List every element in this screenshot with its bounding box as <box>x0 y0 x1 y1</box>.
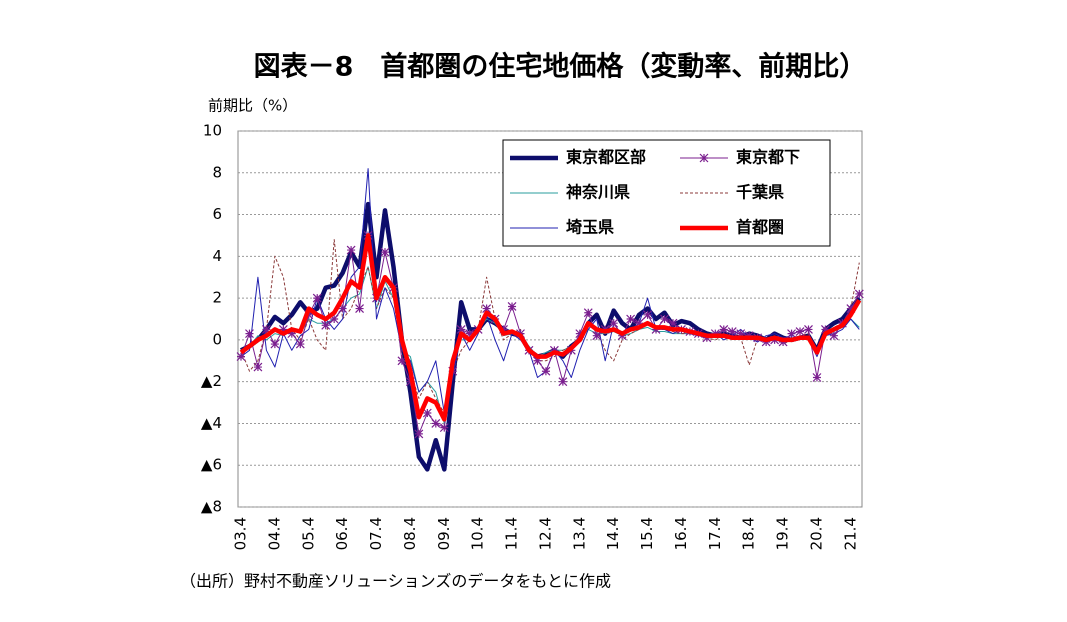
marker <box>668 318 678 328</box>
x-tick-label: 07.4 <box>367 517 385 550</box>
marker <box>465 329 475 339</box>
marker <box>821 325 830 334</box>
x-tick-label: 10.4 <box>469 517 487 550</box>
marker <box>575 329 585 339</box>
marker <box>787 329 796 339</box>
marker <box>346 245 356 255</box>
y-tick-label: 6 <box>212 205 222 223</box>
marker <box>482 304 492 313</box>
x-tick-label: 08.4 <box>401 517 419 550</box>
y-tick-label: 0 <box>212 330 222 348</box>
marker <box>583 308 593 318</box>
x-tick-label: 21.4 <box>841 517 859 550</box>
marker <box>854 289 864 299</box>
marker <box>699 153 709 163</box>
marker <box>829 331 839 341</box>
x-tick-label: 05.4 <box>299 517 317 550</box>
x-tick-label: 12.4 <box>536 517 554 550</box>
x-tick-label: 20.4 <box>807 517 825 550</box>
legend-label: 首都圏 <box>736 218 784 237</box>
x-tick-label: 03.4 <box>232 517 250 550</box>
marker <box>329 314 339 324</box>
x-tick-label: 11.4 <box>503 517 521 550</box>
y-tick-label: 8 <box>212 163 222 181</box>
x-tick-label: 14.4 <box>604 517 622 550</box>
legend-label: 千葉県 <box>736 183 784 202</box>
marker <box>397 356 407 366</box>
marker <box>592 331 602 341</box>
marker <box>312 293 322 303</box>
y-tick-label: 10 <box>203 122 222 140</box>
marker <box>422 408 432 418</box>
marker <box>236 352 246 362</box>
marker <box>812 373 822 382</box>
series-line <box>240 234 860 435</box>
marker <box>380 247 390 257</box>
marker <box>253 362 263 372</box>
marker <box>660 314 669 324</box>
marker <box>609 318 619 328</box>
x-tick-label: 19.4 <box>774 517 792 550</box>
marker <box>287 329 297 339</box>
y-tick-label: ▲2 <box>201 372 222 390</box>
y-tick-label: ▲6 <box>201 456 222 474</box>
marker <box>414 429 424 439</box>
marker <box>719 325 729 334</box>
series-line <box>239 233 862 422</box>
y-axis-label: 前期比（%） <box>208 97 297 115</box>
y-tick-label: ▲4 <box>201 414 222 432</box>
series-line <box>240 239 860 414</box>
marker <box>727 327 737 336</box>
marker <box>541 366 551 376</box>
y-tick-label: 2 <box>212 289 222 307</box>
source-note: （出所）野村不動産ソリューションズのデータをもとに作成 <box>180 572 611 591</box>
x-tick-label: 06.4 <box>333 517 351 550</box>
x-tick-label: 13.4 <box>570 517 588 550</box>
marker <box>321 320 331 330</box>
x-tick-label: 04.4 <box>265 517 283 550</box>
marker <box>355 304 365 313</box>
marker <box>245 329 254 339</box>
x-tick-label: 16.4 <box>672 517 690 550</box>
marker <box>278 325 288 334</box>
legend-label: 東京都区部 <box>566 148 646 167</box>
marker <box>643 310 652 320</box>
y-tick-label: ▲8 <box>201 498 222 516</box>
marker <box>533 356 542 366</box>
marker <box>295 339 305 349</box>
legend-label: 東京都下 <box>736 148 800 167</box>
marker <box>736 329 746 339</box>
marker <box>338 304 348 313</box>
marker <box>804 325 813 334</box>
x-tick-label: 17.4 <box>706 517 724 550</box>
marker <box>634 318 644 328</box>
marker <box>846 304 856 313</box>
x-tick-label: 18.4 <box>740 517 758 550</box>
chart-title: 図表－8 首都圏の住宅地価格（変動率、前期比） <box>254 51 867 83</box>
marker <box>507 302 517 311</box>
marker <box>270 339 280 349</box>
marker <box>456 325 466 334</box>
x-tick-label: 09.4 <box>435 517 453 550</box>
marker <box>558 377 568 387</box>
legend-label: 神奈川県 <box>566 183 630 202</box>
y-tick-label: 4 <box>212 247 222 265</box>
marker <box>626 314 636 324</box>
marker <box>439 423 449 433</box>
marker <box>261 325 271 334</box>
marker <box>795 327 805 336</box>
marker <box>431 419 441 428</box>
x-tick-label: 15.4 <box>638 517 656 550</box>
legend-label: 埼玉県 <box>566 218 614 237</box>
